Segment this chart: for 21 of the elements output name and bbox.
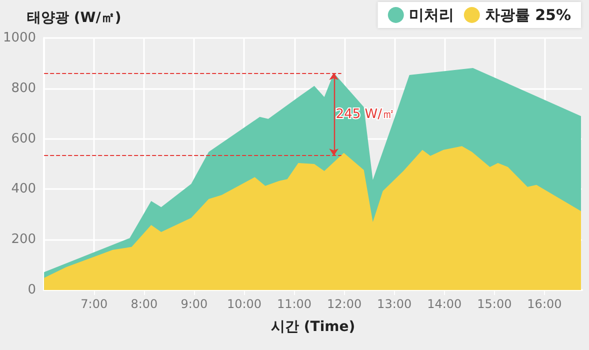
x-tick-label: 12:00 — [327, 297, 362, 311]
y-tick-label: 0 — [28, 282, 36, 298]
x-tick-label: 16:00 — [527, 297, 562, 311]
x-tick-label: 11:00 — [276, 297, 312, 311]
x-tick-label: 9:00 — [180, 297, 208, 311]
y-tick-label: 400 — [11, 182, 36, 197]
legend-label: 미처리 — [408, 6, 454, 24]
x-tick-label: 7:00 — [80, 297, 108, 311]
x-axis-title: 시간 (Time) — [270, 319, 356, 335]
y-axis-title: 태양광 (W/㎡) — [27, 10, 122, 26]
annotation: 245 W/㎡ — [336, 106, 395, 122]
x-tick-label: 14:00 — [427, 297, 462, 311]
y-tick-label: 1000 — [2, 30, 36, 46]
x-tick-label: 8:00 — [130, 297, 158, 311]
x-tick-label: 15:00 — [477, 297, 512, 311]
y-tick-label: 600 — [11, 131, 36, 146]
x-tick-label: 13:00 — [377, 297, 412, 311]
legend-label: 차광률 25% — [484, 6, 572, 24]
y-tick-label: 200 — [11, 232, 36, 248]
y-tick-label: 800 — [11, 80, 36, 96]
x-tick-label: 10:00 — [226, 297, 262, 311]
